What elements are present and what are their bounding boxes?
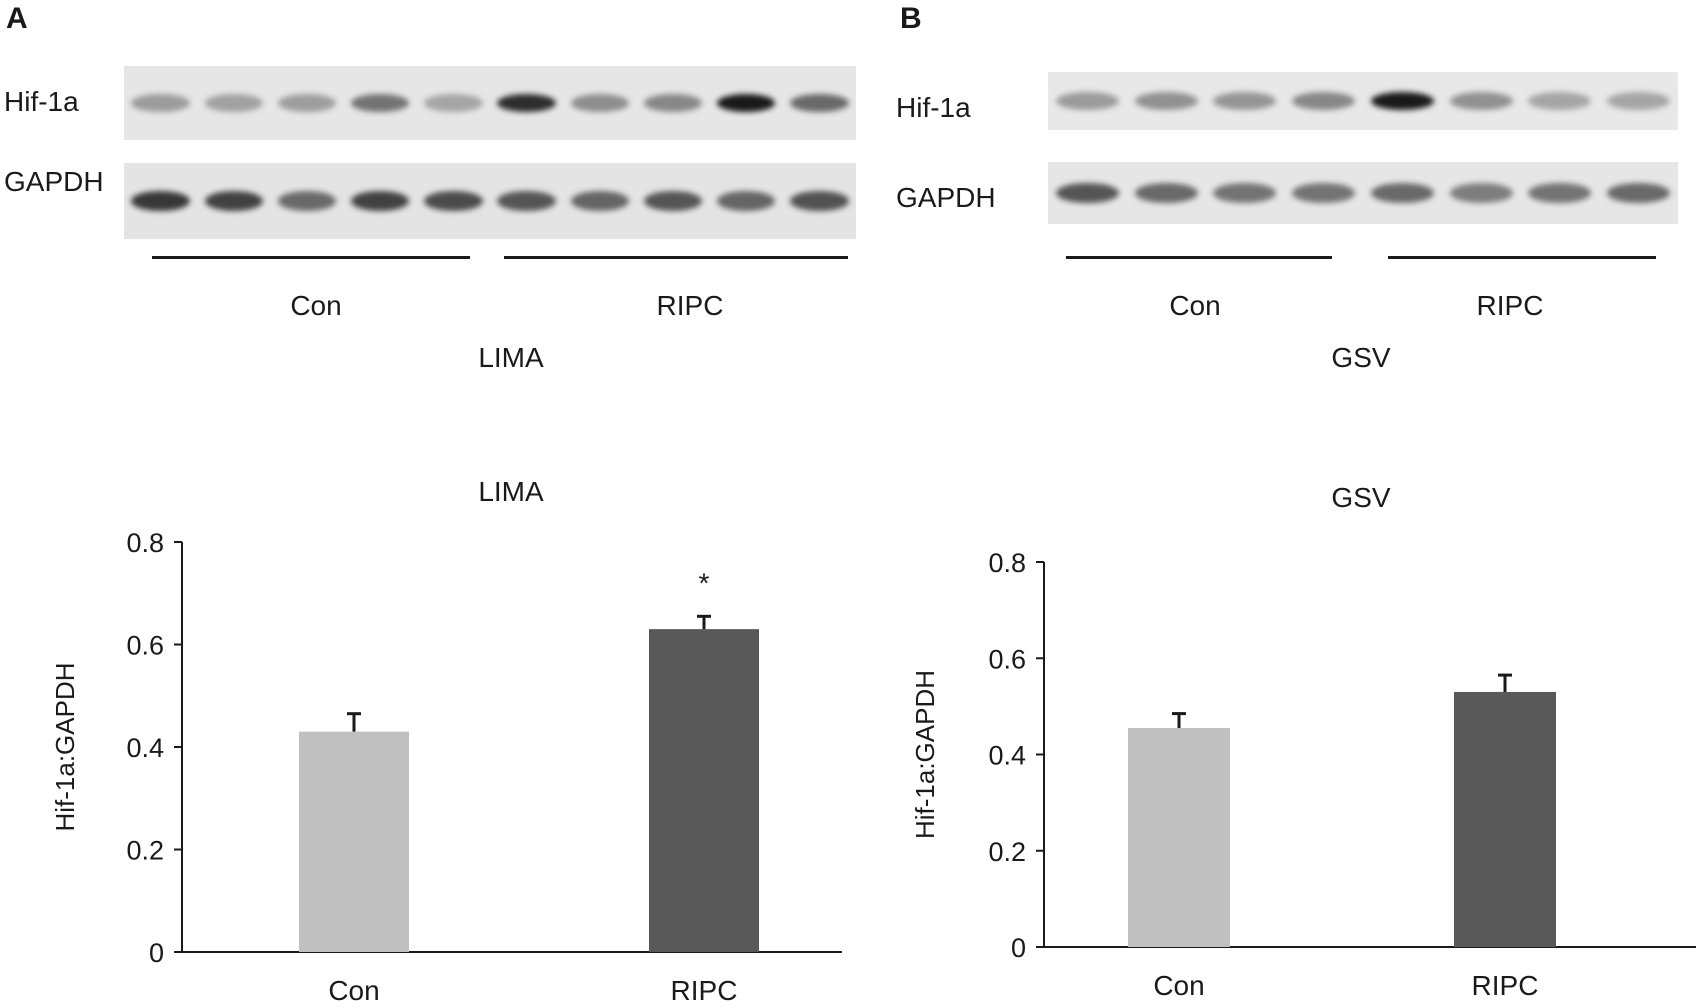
blot-band [204, 191, 264, 211]
y-tick-label: 0.4 [126, 733, 164, 763]
blot-band [277, 94, 337, 112]
group-underline-ripc [504, 256, 848, 259]
chart-title: LIMA [478, 476, 544, 507]
western-blot-gapdh-strip [124, 163, 856, 239]
panel-letter-b: B [900, 2, 922, 35]
bar [1454, 691, 1556, 947]
blot-band [1055, 92, 1119, 110]
group-underline-con [1066, 256, 1332, 259]
x-tick-label: RIPC [1472, 970, 1539, 1001]
blot-row-label-hif: Hif-1a [4, 86, 79, 117]
blot-band [1292, 92, 1356, 110]
blot-band [1134, 92, 1198, 110]
y-axis-label: Hif-1a:GAPDH [50, 662, 80, 831]
panel-letter-a: A [6, 2, 28, 35]
blot-row-label-gapdh: GAPDH [4, 166, 104, 197]
blot-band [1528, 183, 1592, 203]
tissue-label: LIMA [478, 342, 544, 373]
x-tick-label: Con [328, 975, 379, 1006]
blot-band [350, 191, 410, 211]
significance-marker: * [699, 567, 710, 598]
blot-band [643, 94, 703, 112]
blot-band [424, 94, 483, 112]
y-tick-label: 0.2 [988, 837, 1026, 867]
blot-band [497, 191, 556, 211]
x-tick-label: Con [1153, 970, 1204, 1001]
blot-band [1370, 183, 1434, 203]
blot-band [716, 191, 776, 211]
blot-band [277, 191, 337, 211]
blot-band [1213, 183, 1277, 203]
blot-band [643, 191, 703, 211]
y-tick-label: 0.4 [988, 741, 1026, 771]
y-tick-label: 0.8 [126, 528, 164, 558]
y-axis-label: Hif-1a:GAPDH [910, 670, 940, 839]
y-tick-label: 0 [1011, 933, 1026, 963]
bar-chart-lima: 0 0.2 0.4 0.6 0.8 Hif-1a:GAPDH Con * RIPC [50, 528, 842, 1006]
group-label-con: Con [290, 290, 342, 321]
blot-band [1213, 92, 1277, 110]
western-blot-hif-strip [124, 66, 856, 140]
blot-band [497, 94, 556, 112]
bar [1128, 728, 1230, 947]
blot-band [1607, 183, 1671, 203]
blot-band [716, 94, 776, 112]
bar [649, 629, 759, 952]
western-blot-gapdh-strip [1048, 162, 1678, 224]
blot-band [1292, 183, 1356, 203]
chart-title: GSV [1331, 482, 1391, 513]
blot-band [1528, 92, 1592, 110]
blot-band [1449, 183, 1513, 203]
blot-band [350, 94, 410, 112]
blot-row-label-hif: Hif-1a [896, 92, 971, 123]
blot-band [1449, 92, 1513, 110]
blot-row-label-gapdh: GAPDH [896, 182, 996, 213]
group-label-con: Con [1169, 290, 1221, 321]
y-tick-label: 0.2 [126, 836, 164, 866]
group-underline-con [152, 256, 470, 259]
blot-band [204, 94, 264, 112]
blot-band [790, 94, 849, 112]
y-tick-label: 0.6 [988, 644, 1026, 674]
x-tick-label: RIPC [671, 975, 738, 1006]
blot-band [1055, 183, 1119, 203]
blot-band [570, 94, 630, 112]
group-label-ripc: RIPC [656, 290, 724, 321]
blot-band [1134, 183, 1198, 203]
y-tick-label: 0.8 [988, 548, 1026, 578]
blot-band [131, 94, 190, 112]
y-tick-label: 0.6 [126, 631, 164, 661]
western-blot-hif-strip [1048, 72, 1678, 130]
tissue-label: GSV [1331, 342, 1391, 373]
blot-band [790, 191, 849, 211]
blot-band [570, 191, 630, 211]
blot-band [424, 191, 483, 211]
group-label-ripc: RIPC [1476, 290, 1544, 321]
group-underline-ripc [1388, 256, 1656, 259]
bar-chart-gsv: 0 0.2 0.4 0.6 0.8 Hif-1a:GAPDH Con RIPC [910, 548, 1696, 1001]
blot-band [131, 191, 190, 211]
y-tick-label: 0 [149, 938, 164, 968]
blot-band [1370, 92, 1434, 110]
bar [299, 731, 409, 952]
blot-band [1607, 92, 1671, 110]
